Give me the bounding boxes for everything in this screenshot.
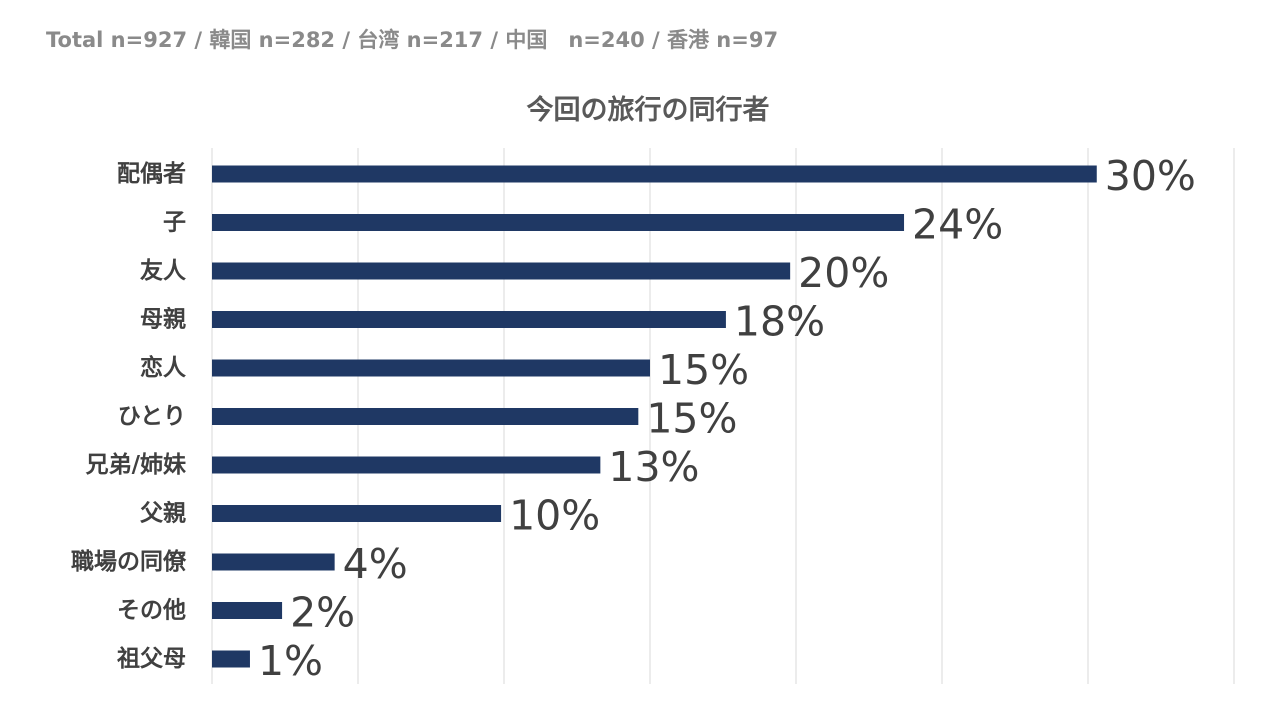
category-label: 友人 [140, 258, 187, 284]
bar [212, 456, 601, 474]
category-label: 兄弟/姉妹 [85, 451, 186, 478]
bar [212, 262, 791, 280]
data-label: 30% [1105, 152, 1196, 200]
data-label: 20% [798, 249, 889, 297]
bar [212, 311, 726, 328]
data-label: 15% [658, 346, 749, 394]
data-label: 15% [646, 395, 737, 443]
category-label: 祖父母 [117, 646, 186, 672]
bar [212, 359, 650, 377]
category-label: 配偶者 [117, 161, 186, 187]
bar [212, 602, 283, 619]
data-label: 18% [734, 298, 825, 346]
category-label: 恋人 [140, 354, 187, 381]
data-label: 4% [343, 540, 408, 588]
category-label: その他 [117, 598, 186, 624]
data-label: 24% [912, 201, 1003, 249]
bar [212, 214, 905, 231]
bar [212, 505, 502, 522]
category-label: 子 [163, 210, 186, 236]
category-label: 母親 [140, 307, 186, 333]
category-label: 父親 [140, 501, 186, 527]
bar [212, 165, 1097, 183]
chart-title: 今回の旅行の同行者 [526, 95, 770, 126]
data-label: 13% [608, 443, 699, 491]
category-label: 職場の同僚 [71, 548, 187, 575]
bar [212, 650, 250, 668]
data-label: 1% [258, 637, 323, 685]
data-label: 10% [509, 492, 600, 540]
bar [212, 408, 639, 425]
category-label: ひとり [118, 404, 186, 430]
bar [212, 553, 335, 571]
data-label: 2% [290, 589, 355, 637]
sample-size-note: Total n=927 / 韓国 n=282 / 台湾 n=217 / 中国 n… [46, 28, 779, 52]
